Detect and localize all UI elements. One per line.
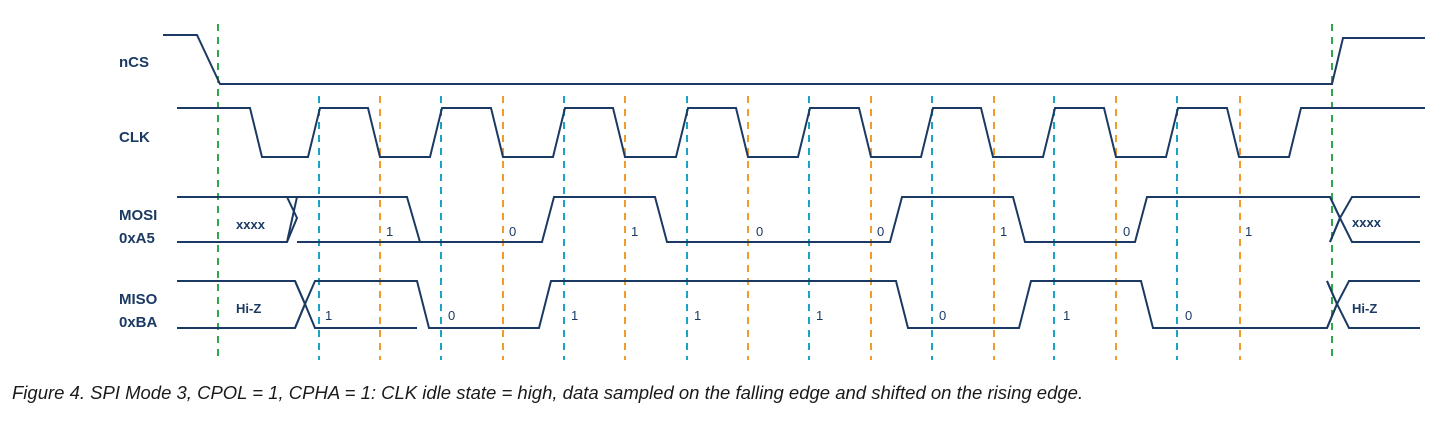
ncs-label: nCS xyxy=(119,54,149,71)
timing-guide-lines xyxy=(217,24,1333,360)
mosi-idle-label-start: xxxx xyxy=(236,217,266,232)
mosi-waveform xyxy=(177,196,1420,243)
mosi-bit-label: 1 xyxy=(386,224,393,239)
mosi-bit-label: 0 xyxy=(756,224,763,239)
mosi-bit-labels: 1 0 1 0 0 1 0 1 xyxy=(386,224,1252,239)
miso-waveform xyxy=(177,280,1420,329)
miso-bit-label: 1 xyxy=(694,308,701,323)
spi-timing-diagram: nCS CLK MOSI 0xA5 MISO 0xBA xxxx xxxx Hi… xyxy=(119,24,1425,360)
miso-label: MISO xyxy=(119,291,158,308)
mosi-bit-label: 0 xyxy=(877,224,884,239)
mosi-bit-label: 0 xyxy=(509,224,516,239)
miso-bit-label: 0 xyxy=(448,308,455,323)
miso-bit-label: 0 xyxy=(1185,308,1192,323)
mosi-bit-label: 0 xyxy=(1123,224,1130,239)
clk-label: CLK xyxy=(119,129,150,146)
miso-bit-label: 1 xyxy=(816,308,823,323)
mosi-label: MOSI xyxy=(119,207,157,224)
clk-waveform xyxy=(177,107,1425,158)
mosi-bit-label: 1 xyxy=(1000,224,1007,239)
miso-bit-labels: 1 0 1 1 1 0 1 0 xyxy=(325,308,1192,323)
miso-value-label: 0xBA xyxy=(119,314,158,331)
mosi-bit-label: 1 xyxy=(1245,224,1252,239)
mosi-idle-label-end: xxxx xyxy=(1352,215,1382,230)
miso-idle-label-end: Hi-Z xyxy=(1352,301,1377,316)
miso-bit-label: 0 xyxy=(939,308,946,323)
miso-bit-label: 1 xyxy=(1063,308,1070,323)
figure-caption: Figure 4. SPI Mode 3, CPOL = 1, CPHA = 1… xyxy=(12,382,1084,403)
miso-bit-label: 1 xyxy=(325,308,332,323)
miso-bit-label: 1 xyxy=(571,308,578,323)
mosi-value-label: 0xA5 xyxy=(119,230,155,247)
ncs-waveform xyxy=(163,34,1425,85)
miso-idle-label-start: Hi-Z xyxy=(236,301,261,316)
mosi-bit-label: 1 xyxy=(631,224,638,239)
